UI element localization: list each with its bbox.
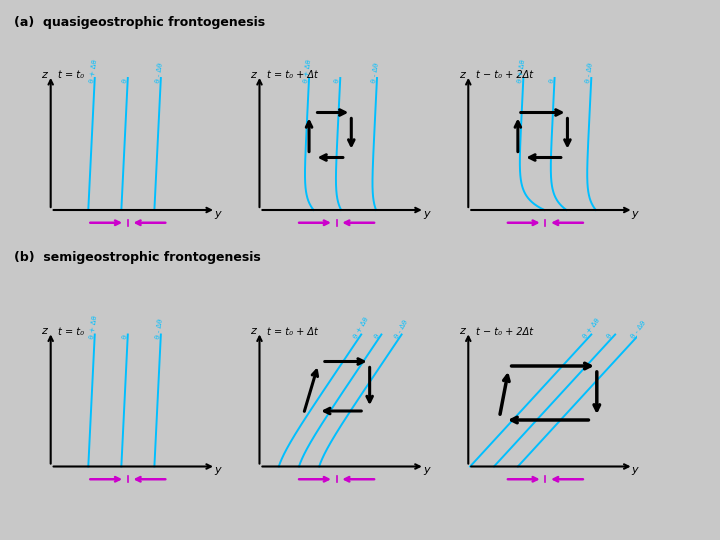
Text: z: z: [459, 327, 465, 336]
Text: z: z: [459, 70, 465, 80]
Text: t − t₀ + 2Δt: t − t₀ + 2Δt: [476, 327, 533, 337]
Text: θ: θ: [122, 334, 128, 339]
Text: θ - Δθ: θ - Δθ: [155, 62, 163, 83]
Text: t = t₀: t = t₀: [58, 71, 84, 80]
Text: θ - Δθ: θ - Δθ: [155, 318, 163, 339]
Text: θ - Δθ: θ - Δθ: [371, 62, 379, 83]
Text: z: z: [251, 70, 256, 80]
Text: θ + Δθ: θ + Δθ: [517, 58, 526, 83]
Text: θ + Δθ: θ + Δθ: [303, 58, 312, 83]
Text: θ - Δθ: θ - Δθ: [393, 319, 409, 339]
Text: θ + Δθ: θ + Δθ: [353, 316, 370, 339]
Text: y: y: [631, 465, 639, 475]
Text: θ + Δθ: θ + Δθ: [582, 316, 601, 339]
Text: θ - Δθ: θ - Δθ: [630, 319, 647, 339]
Text: (a)  quasigeostrophic frontogenesis: (a) quasigeostrophic frontogenesis: [14, 16, 266, 29]
Text: θ: θ: [549, 78, 555, 83]
Text: θ: θ: [606, 332, 613, 339]
Text: t = t₀ + Δt: t = t₀ + Δt: [267, 71, 318, 80]
Text: t − t₀ + 2Δt: t − t₀ + 2Δt: [476, 71, 533, 80]
Text: t = t₀ + Δt: t = t₀ + Δt: [267, 327, 318, 337]
Text: θ + Δθ: θ + Δθ: [89, 58, 98, 83]
Text: y: y: [214, 465, 221, 475]
Text: θ + Δθ: θ + Δθ: [89, 315, 98, 339]
Text: y: y: [214, 209, 221, 219]
Text: y: y: [631, 209, 639, 219]
Text: θ: θ: [122, 78, 128, 83]
Text: (b)  semigeostrophic frontogenesis: (b) semigeostrophic frontogenesis: [14, 251, 261, 264]
Text: θ: θ: [334, 78, 341, 83]
Text: θ - Δθ: θ - Δθ: [585, 62, 594, 83]
Text: θ: θ: [373, 333, 380, 339]
Text: z: z: [42, 70, 48, 80]
Text: z: z: [251, 327, 256, 336]
Text: t = t₀: t = t₀: [58, 327, 84, 337]
Text: z: z: [42, 327, 48, 336]
Text: y: y: [423, 465, 430, 475]
Text: y: y: [423, 209, 430, 219]
